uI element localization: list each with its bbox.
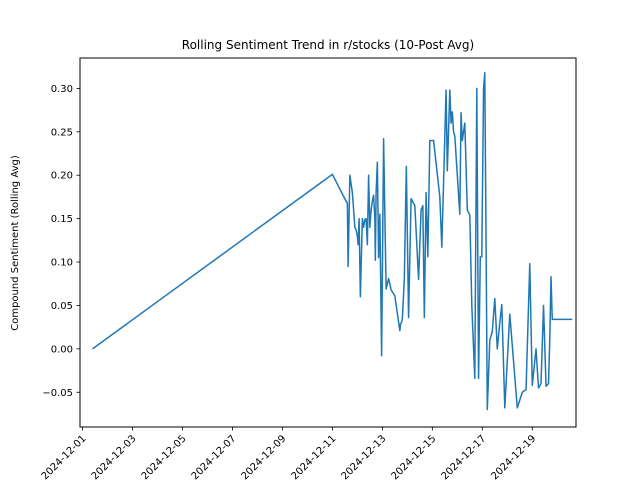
y-tick-label: 0.25 — [51, 127, 73, 138]
y-tick-label: −0.05 — [42, 388, 73, 399]
y-tick-label: 0.05 — [51, 301, 73, 312]
axes-frame — [79, 57, 577, 428]
series-line-0 — [92, 72, 573, 411]
plot-area — [92, 72, 573, 411]
y-tick-label: 0.10 — [51, 258, 73, 269]
y-tick-label: 0.15 — [51, 214, 73, 225]
y-tick-label: 0.00 — [51, 344, 73, 355]
y-tick-label: 0.30 — [51, 84, 73, 95]
y-axis-label: Compound Sentiment (Rolling Avg) — [10, 155, 21, 331]
y-axis: −0.05 0.00 0.05 0.10 0.15 0.20 0.25 0.30 — [42, 84, 80, 399]
y-tick-label: 0.20 — [51, 171, 73, 182]
chart-title: Rolling Sentiment Trend in r/stocks (10-… — [182, 38, 474, 52]
